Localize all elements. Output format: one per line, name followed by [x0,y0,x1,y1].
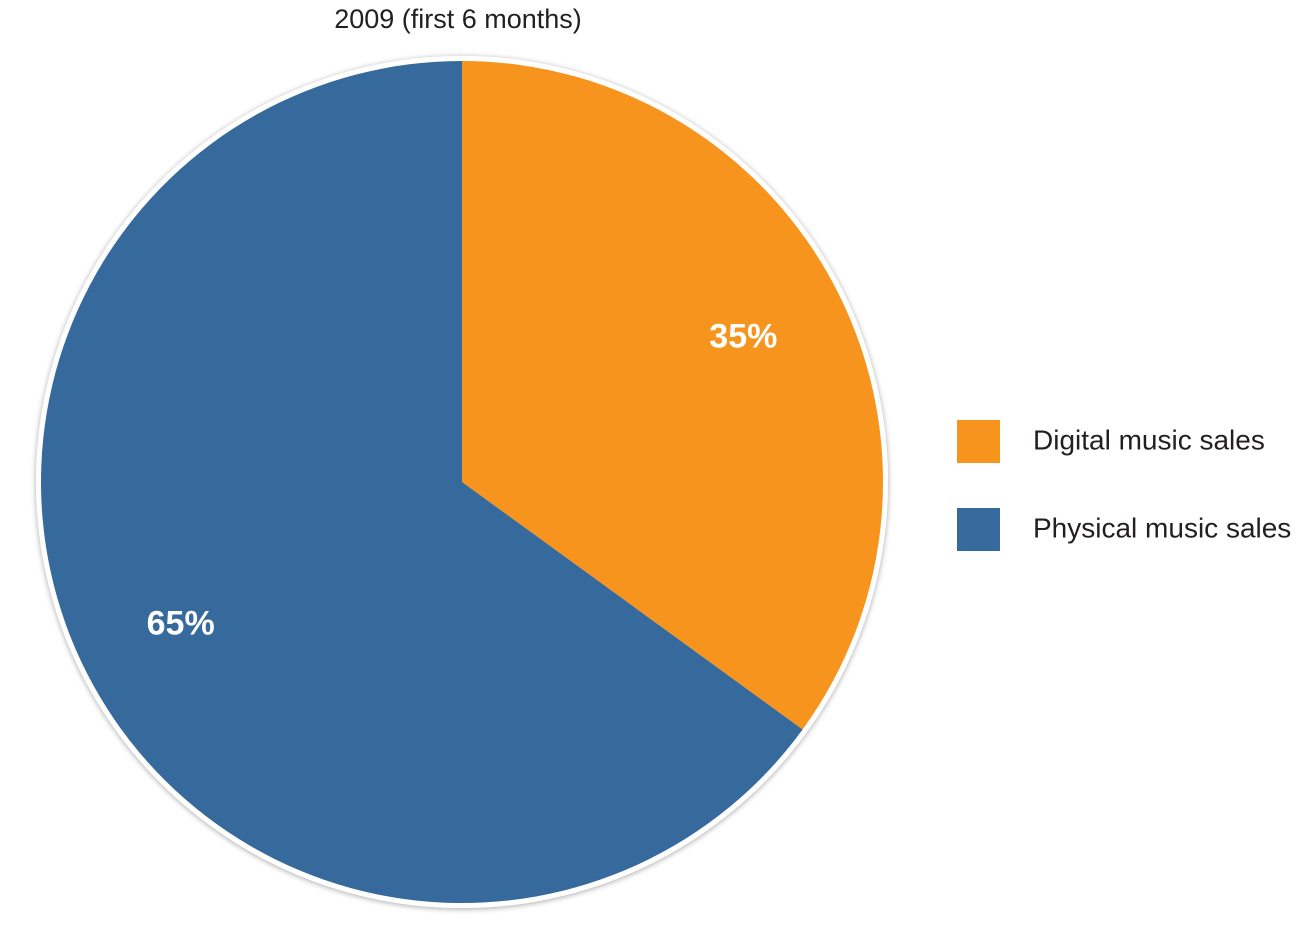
legend-swatch [957,508,1000,551]
legend-label: Physical music sales [1033,512,1291,543]
slice-labels: 35% 65% [147,318,778,643]
slice-value-label: 65% [147,604,215,642]
chart-title: 2009 (first 6 months) [334,4,582,34]
legend-label: Digital music sales [1033,424,1265,455]
legend-swatch [957,420,1000,463]
legend: Digital music sales Physical music sales [957,420,1291,551]
slice-value-label: 35% [709,318,777,356]
pie-slices [40,61,883,904]
pie-slice [462,61,883,730]
pie-slice [40,61,803,904]
